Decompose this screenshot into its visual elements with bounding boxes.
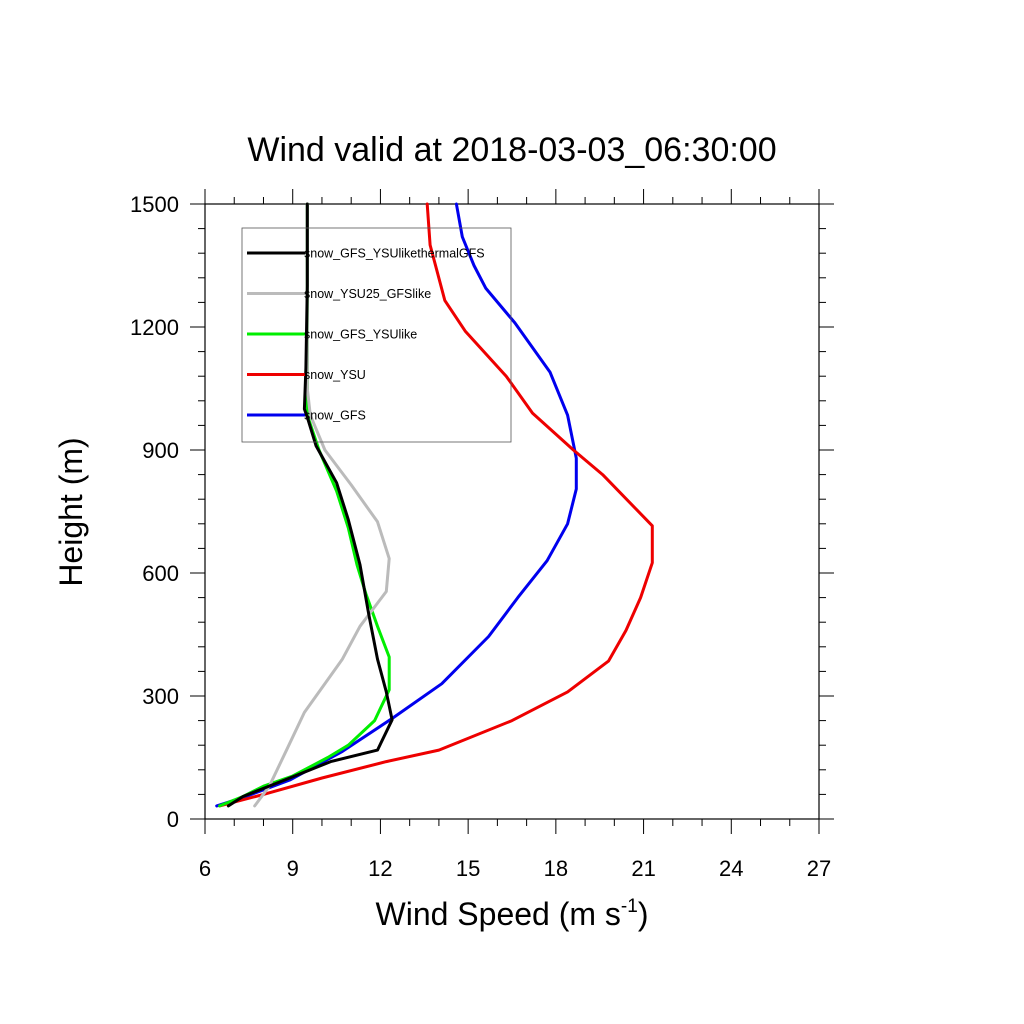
x-axis-label-close: ) xyxy=(638,896,649,932)
axis-ticks: 6 9 12 15 18 21 24 27 0 300 600 900 1200 1500 xyxy=(130,189,834,881)
x-tick-label: 12 xyxy=(368,856,392,881)
series-line-snow-gfs-ysulikethermalgfs xyxy=(226,202,394,808)
chart-title: Wind valid at 2018-03-03_06:30:00 xyxy=(247,131,776,169)
plot-frame xyxy=(204,203,820,820)
legend-label: snow_YSU xyxy=(304,368,366,382)
x-tick-label: 6 xyxy=(199,856,211,881)
x-tick-label: 15 xyxy=(456,856,480,881)
legend-box xyxy=(241,227,512,443)
plot-frame-rect xyxy=(204,203,820,820)
x-tick-label: 21 xyxy=(631,856,655,881)
legend-label: snow_GFS_YSUlikethermalGFS xyxy=(304,247,485,261)
y-tick-label: 1500 xyxy=(130,192,179,217)
y-axis-label: Height (m) xyxy=(53,437,89,586)
y-tick-label: 300 xyxy=(142,684,179,709)
y-tick-label: 0 xyxy=(167,807,179,832)
y-tick-label: 900 xyxy=(142,438,179,463)
x-tick-label: 24 xyxy=(719,856,743,881)
x-axis-label-main: Wind Speed (m s xyxy=(376,896,621,932)
series-line-snow-gfs xyxy=(215,202,578,808)
x-axis-label: Wind Speed (m s-1) xyxy=(376,896,649,932)
x-axis-label-superscript: -1 xyxy=(621,896,638,917)
series-line-snow-ysu xyxy=(218,202,654,808)
x-tick-label: 18 xyxy=(544,856,568,881)
series-lines xyxy=(215,202,654,808)
legend-label: snow_YSU25_GFSlike xyxy=(304,287,431,301)
x-tick-label: 9 xyxy=(287,856,299,881)
y-tick-label: 600 xyxy=(142,561,179,586)
legend: snow_GFS_YSUlikethermalGFS snow_YSU25_GFS… xyxy=(241,227,512,443)
x-tick-label: 27 xyxy=(807,856,831,881)
legend-label: snow_GFS_YSUlike xyxy=(304,328,417,342)
y-tick-label: 1200 xyxy=(130,315,179,340)
legend-label: snow_GFS xyxy=(304,409,366,423)
series-line-snow-ysu25-gfslike xyxy=(253,202,391,808)
